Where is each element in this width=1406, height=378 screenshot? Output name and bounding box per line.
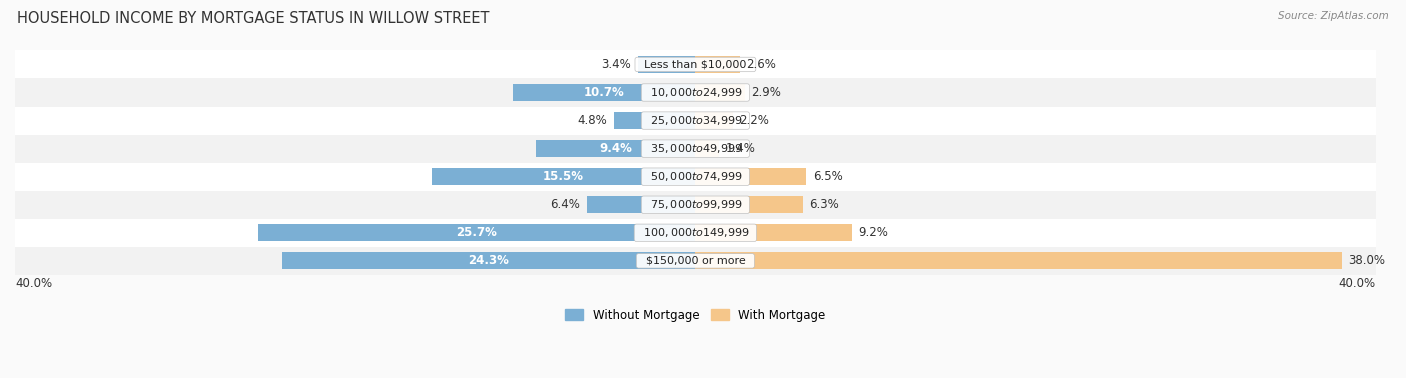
Text: 4.8%: 4.8% [578,114,607,127]
Text: 6.5%: 6.5% [813,170,842,183]
Text: 2.9%: 2.9% [752,86,782,99]
Bar [696,196,803,213]
Bar [259,225,696,241]
Bar [696,84,745,101]
Text: 9.4%: 9.4% [599,142,631,155]
Text: $75,000 to $99,999: $75,000 to $99,999 [644,198,748,211]
Legend: Without Mortgage, With Mortgage: Without Mortgage, With Mortgage [561,304,830,326]
Bar [513,84,696,101]
Text: 10.7%: 10.7% [583,86,624,99]
Bar [432,168,696,185]
Text: 25.7%: 25.7% [457,226,498,239]
Bar [696,253,1341,269]
Text: 24.3%: 24.3% [468,254,509,267]
Bar [283,253,696,269]
Bar [696,112,733,129]
Text: 6.3%: 6.3% [810,198,839,211]
Text: 40.0%: 40.0% [15,277,52,290]
Bar [614,112,696,129]
Bar [15,135,1376,163]
Text: 3.4%: 3.4% [600,58,631,71]
Text: 15.5%: 15.5% [543,170,583,183]
Text: $10,000 to $24,999: $10,000 to $24,999 [644,86,748,99]
Bar [696,56,740,73]
Text: $35,000 to $49,999: $35,000 to $49,999 [644,142,748,155]
Bar [15,79,1376,107]
Text: HOUSEHOLD INCOME BY MORTGAGE STATUS IN WILLOW STREET: HOUSEHOLD INCOME BY MORTGAGE STATUS IN W… [17,11,489,26]
Text: Less than $10,000: Less than $10,000 [637,59,754,70]
Bar [536,140,696,157]
Bar [696,140,720,157]
Text: Source: ZipAtlas.com: Source: ZipAtlas.com [1278,11,1389,21]
Text: 6.4%: 6.4% [550,198,579,211]
Bar [637,56,696,73]
Bar [15,50,1376,79]
Bar [15,107,1376,135]
Text: 1.4%: 1.4% [725,142,756,155]
Text: 9.2%: 9.2% [859,226,889,239]
Bar [696,168,806,185]
Text: $25,000 to $34,999: $25,000 to $34,999 [644,114,748,127]
Text: $50,000 to $74,999: $50,000 to $74,999 [644,170,748,183]
Bar [15,191,1376,219]
Text: $150,000 or more: $150,000 or more [638,256,752,266]
Text: 38.0%: 38.0% [1348,254,1385,267]
Bar [696,225,852,241]
Text: 2.6%: 2.6% [747,58,776,71]
Text: $100,000 to $149,999: $100,000 to $149,999 [637,226,755,239]
Bar [15,163,1376,191]
Text: 2.2%: 2.2% [740,114,769,127]
Bar [15,219,1376,247]
Bar [15,247,1376,275]
Bar [586,196,696,213]
Text: 40.0%: 40.0% [1339,277,1376,290]
